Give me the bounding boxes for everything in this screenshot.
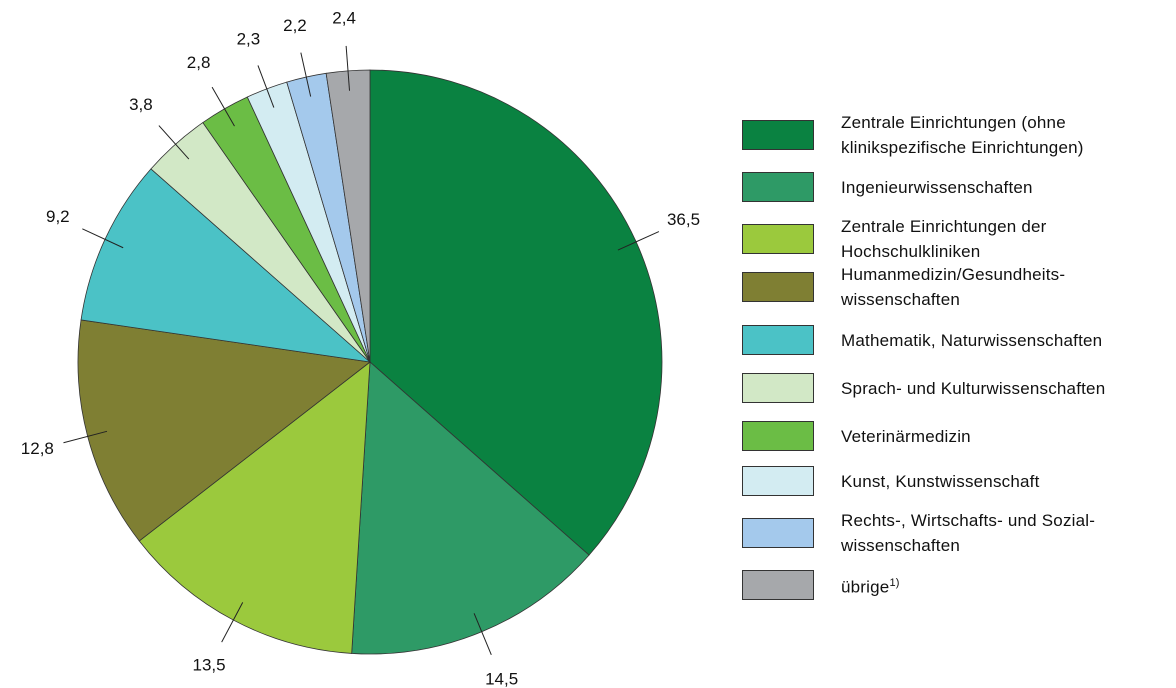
- leader-line: [300, 52, 312, 97]
- legend-label: Sprach- und Kulturwissenschaften: [841, 376, 1105, 401]
- data-label: 9,2: [46, 207, 70, 226]
- legend-text: Zentrale Einrichtungen (ohne klinikspezi…: [841, 113, 1084, 157]
- legend-label: übrige1): [841, 571, 900, 600]
- legend-swatch: [742, 325, 814, 355]
- data-label: 36,5: [667, 210, 700, 229]
- data-label: 2,8: [187, 53, 211, 72]
- leader-line: [221, 602, 244, 643]
- legend-text: Rechts-, Wirtschafts- und Sozial- wissen…: [841, 511, 1096, 555]
- data-label: 2,3: [237, 30, 261, 49]
- legend-item: Zentrale Einrichtungen der Hochschulklin…: [742, 215, 1047, 263]
- legend-label: Veterinärmedizin: [841, 424, 971, 449]
- legend-item: übrige1): [742, 561, 900, 609]
- legend-label: Mathematik, Naturwissenschaften: [841, 328, 1102, 353]
- legend-item: Rechts-, Wirtschafts- und Sozial- wissen…: [742, 509, 1095, 557]
- legend-item: Zentrale Einrichtungen (ohne klinikspezi…: [742, 111, 1084, 159]
- legend-swatch: [742, 272, 814, 302]
- legend-item: Sprach- und Kulturwissenschaften: [742, 364, 1105, 412]
- leader-line: [617, 231, 660, 251]
- legend-swatch: [742, 120, 814, 150]
- leader-line: [211, 86, 235, 127]
- legend-label: Ingenieurwissenschaften: [841, 175, 1033, 200]
- legend-label: Humanmedizin/Gesundheits- wissenschaften: [841, 262, 1065, 312]
- leader-line: [158, 125, 190, 160]
- legend-text: übrige: [841, 577, 890, 597]
- data-label: 2,2: [283, 16, 307, 35]
- legend-text: Zentrale Einrichtungen der Hochschulklin…: [841, 217, 1047, 261]
- leader-line: [345, 45, 351, 91]
- legend-label: Rechts-, Wirtschafts- und Sozial- wissen…: [841, 508, 1095, 558]
- legend-item: Ingenieurwissenschaften: [742, 163, 1033, 211]
- data-label: 3,8: [129, 95, 153, 114]
- legend-label: Zentrale Einrichtungen der Hochschulklin…: [841, 214, 1047, 264]
- data-label: 14,5: [485, 669, 518, 688]
- legend-swatch: [742, 373, 814, 403]
- legend-text: Humanmedizin/Gesundheits- wissenschaften: [841, 265, 1066, 309]
- legend-item: Veterinärmedizin: [742, 412, 971, 460]
- footnote-mark: 1): [889, 576, 900, 589]
- data-label: 13,5: [192, 655, 225, 674]
- data-label: 12,8: [21, 439, 54, 458]
- legend-swatch: [742, 466, 814, 496]
- data-label: 2,4: [332, 8, 356, 27]
- leader-line: [82, 228, 124, 249]
- pie-area: 36,5 14,5 13,5 12,8 9,2 3,8 2,8 2,3 2,2 2,4: [21, 8, 700, 688]
- legend-text: Veterinärmedizin: [841, 426, 971, 446]
- leader-line: [473, 613, 492, 656]
- legend-item: Mathematik, Naturwissenschaften: [742, 316, 1102, 364]
- legend-item: Kunst, Kunstwissenschaft: [742, 457, 1040, 505]
- legend-swatch: [742, 518, 814, 548]
- legend-swatch: [742, 224, 814, 254]
- legend-text: Mathematik, Naturwissenschaften: [841, 330, 1103, 350]
- legend-label: Kunst, Kunstwissenschaft: [841, 469, 1040, 494]
- legend-item: Humanmedizin/Gesundheits- wissenschaften: [742, 263, 1065, 311]
- legend-text: Ingenieurwissenschaften: [841, 177, 1033, 197]
- leader-line: [257, 65, 275, 108]
- legend-swatch: [742, 172, 814, 202]
- legend-text: Sprach- und Kulturwissenschaften: [841, 378, 1106, 398]
- leader-line: [63, 430, 108, 444]
- legend-swatch: [742, 570, 814, 600]
- legend-text: Kunst, Kunstwissenschaft: [841, 471, 1040, 491]
- legend-label: Zentrale Einrichtungen (ohne klinikspezi…: [841, 110, 1084, 160]
- legend-swatch: [742, 421, 814, 451]
